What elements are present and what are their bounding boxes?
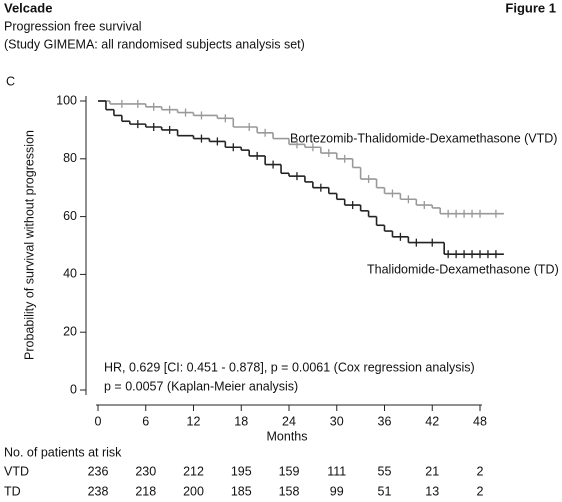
x-tick-label: 0 <box>95 414 102 428</box>
risk-value: 111 <box>327 464 346 478</box>
y-axis-label: Probability of survival without progress… <box>22 130 36 360</box>
risk-value: 99 <box>330 484 344 498</box>
y-tick-label: 0 <box>70 382 77 396</box>
risk-value: 200 <box>183 484 204 498</box>
x-axis-label: Months <box>267 429 308 443</box>
annotation: HR, 0.629 [CI: 0.451 - 0.878], p = 0.006… <box>104 360 475 374</box>
series-label: Thalidomide-Dexamethasone (TD) <box>367 262 559 276</box>
figure-label: Figure 1 <box>505 0 556 15</box>
risk-value: 185 <box>231 484 252 498</box>
y-tick-label: 60 <box>63 209 77 223</box>
risk-value: 2 <box>477 464 484 478</box>
risk-value: 159 <box>279 464 300 478</box>
x-tick-label: 42 <box>425 414 439 428</box>
risk-value: 230 <box>135 464 156 478</box>
header-title: Velcade <box>4 0 52 15</box>
risk-value: 218 <box>135 484 156 498</box>
risk-row-name: TD <box>4 484 21 498</box>
risk-value: 236 <box>88 464 109 478</box>
risk-value: 158 <box>279 484 300 498</box>
risk-value: 238 <box>88 484 109 498</box>
x-tick-label: 48 <box>473 414 487 428</box>
study: (Study GIMEMA: all randomised subjects a… <box>4 37 305 51</box>
y-tick-label: 20 <box>63 324 77 338</box>
series-label: Bortezomib-Thalidomide-Dexamethasone (VT… <box>290 131 557 145</box>
x-tick-label: 18 <box>234 414 248 428</box>
y-tick-label: 100 <box>56 93 77 107</box>
risk-value: 51 <box>378 484 392 498</box>
risk-value: 21 <box>425 464 439 478</box>
panel-label: C <box>6 74 15 88</box>
risk-value: 2 <box>477 484 484 498</box>
risk-value: 212 <box>183 464 204 478</box>
risk-value: 13 <box>425 484 439 498</box>
x-tick-label: 6 <box>142 414 149 428</box>
risk-title: No. of patients at risk <box>4 445 122 459</box>
risk-value: 55 <box>378 464 392 478</box>
x-tick-label: 30 <box>330 414 344 428</box>
risk-row-name: VTD <box>4 464 29 478</box>
risk-value: 195 <box>231 464 252 478</box>
subtitle: Progression free survival <box>4 19 142 33</box>
y-tick-label: 40 <box>63 267 77 281</box>
x-tick-label: 36 <box>378 414 392 428</box>
x-tick-label: 12 <box>187 414 201 428</box>
x-tick-label: 24 <box>282 414 296 428</box>
y-tick-label: 80 <box>63 151 77 165</box>
annotation: p = 0.0057 (Kaplan-Meier analysis) <box>104 379 298 393</box>
